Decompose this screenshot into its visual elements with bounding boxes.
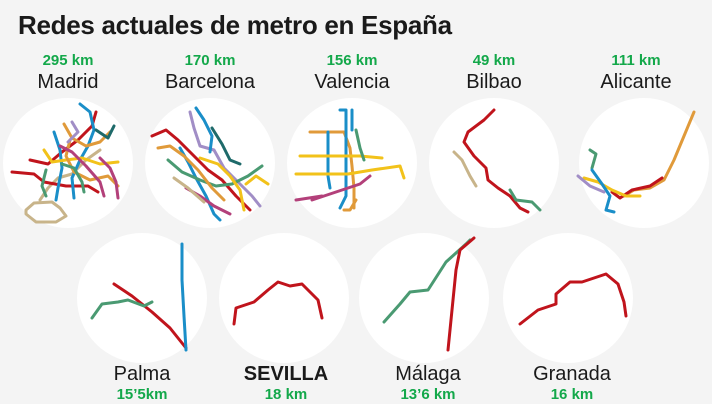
valencia-city: Valencia (314, 71, 390, 93)
palma-label: Palma 15’5km (72, 362, 212, 404)
valencia-label: 156 km Valencia (282, 52, 422, 94)
sevilla-km: 18 km (264, 386, 308, 403)
barcelona-city: Barcelona (164, 71, 256, 93)
alicante-city: Alicante (600, 71, 672, 93)
madrid-label: 295 km Madrid (0, 52, 138, 94)
madrid-city: Madrid (37, 71, 99, 93)
palma-city: Palma (113, 363, 171, 385)
palma-network (90, 242, 188, 352)
granada-network (518, 272, 628, 326)
sevilla-network (232, 280, 324, 326)
alicante-network (576, 110, 696, 214)
alicante-label: 111 km Alicante (566, 52, 706, 94)
sevilla-label: SEVILLA 18 km (216, 362, 356, 404)
barcelona-km: 170 km (184, 52, 236, 69)
granada-label: Granada 16 km (502, 362, 642, 404)
bilbao-label: 49 km Bilbao (424, 52, 564, 94)
bilbao-circle (429, 98, 559, 228)
granada-city: Granada (533, 363, 611, 385)
sevilla-circle (219, 233, 349, 363)
palma-circle (77, 233, 207, 363)
malaga-km: 13’6 km (400, 386, 456, 403)
bilbao-city: Bilbao (466, 71, 522, 93)
malaga-circle (359, 233, 489, 363)
malaga-network (382, 236, 476, 352)
page-title: Redes actuales de metro en España (18, 10, 452, 40)
valencia-km: 156 km (326, 52, 378, 69)
alicante-circle (579, 98, 709, 228)
valencia-network (294, 108, 406, 212)
barcelona-label: 170 km Barcelona (140, 52, 280, 94)
granada-km: 16 km (550, 386, 594, 403)
alicante-km: 111 km (611, 52, 661, 69)
sevilla-city: SEVILLA (243, 363, 329, 385)
madrid-network (10, 102, 120, 224)
barcelona-network (150, 106, 270, 222)
palma-km: 15’5km (116, 386, 168, 403)
bilbao-network (452, 108, 542, 214)
malaga-city: Málaga (395, 363, 461, 385)
granada-circle (503, 233, 633, 363)
bilbao-km: 49 km (472, 52, 516, 69)
malaga-label: Málaga 13’6 km (358, 362, 498, 404)
madrid-km: 295 km (42, 52, 94, 69)
